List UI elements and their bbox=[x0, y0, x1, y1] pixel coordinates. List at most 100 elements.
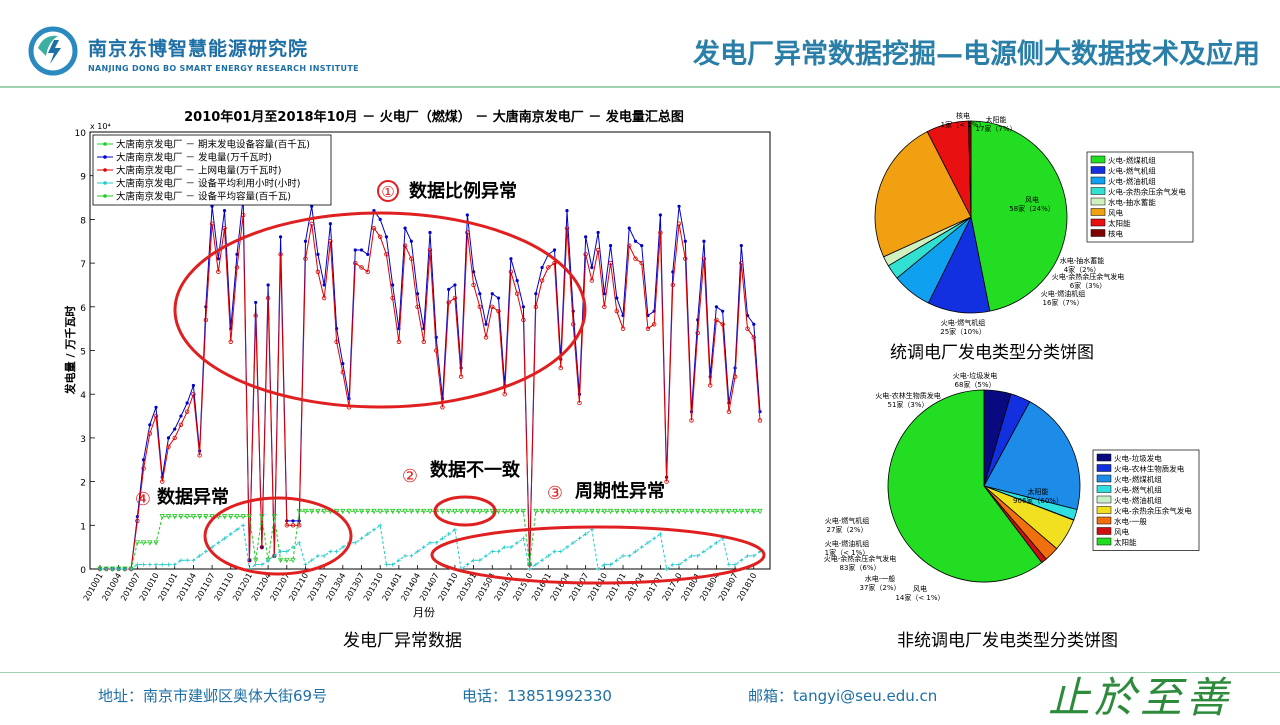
data-point bbox=[719, 508, 726, 515]
data-point bbox=[290, 557, 296, 564]
data-point bbox=[434, 348, 439, 353]
data-point bbox=[478, 292, 482, 296]
y-tick-label: 5 bbox=[80, 348, 86, 358]
y-multiplier: x 10⁴ bbox=[90, 122, 111, 131]
pie-label-name: 核电 bbox=[956, 111, 970, 120]
data-point bbox=[203, 317, 209, 323]
data-point bbox=[141, 458, 146, 462]
data-point bbox=[627, 553, 632, 558]
data-point bbox=[683, 256, 688, 261]
data-point bbox=[216, 257, 220, 261]
data-point bbox=[551, 508, 558, 515]
pie-slice bbox=[887, 389, 1043, 583]
pie-legend-swatch bbox=[1096, 537, 1112, 546]
data-point bbox=[396, 339, 402, 344]
pie-slice bbox=[970, 120, 1068, 312]
data-point bbox=[602, 304, 607, 309]
data-point bbox=[403, 553, 408, 558]
data-point bbox=[440, 536, 445, 541]
data-point bbox=[383, 508, 390, 515]
data-point bbox=[241, 523, 246, 528]
data-point bbox=[334, 549, 339, 554]
data-point bbox=[303, 256, 308, 261]
pie-legend-swatch bbox=[1090, 155, 1106, 164]
data-point bbox=[346, 508, 352, 515]
data-point bbox=[403, 226, 407, 230]
data-point bbox=[757, 418, 763, 423]
data-point bbox=[508, 508, 514, 515]
data-point bbox=[172, 514, 178, 520]
data-point bbox=[452, 527, 457, 532]
y-tick-label: 0 bbox=[80, 566, 86, 576]
data-point bbox=[134, 540, 141, 546]
data-point bbox=[458, 374, 464, 379]
pie-legend-entry: 太阳能 bbox=[1114, 537, 1137, 547]
data-point bbox=[415, 304, 420, 309]
data-point bbox=[477, 304, 483, 309]
data-point bbox=[272, 553, 277, 558]
header-divider bbox=[0, 86, 1280, 88]
pie-label-name: 火电-燃气机组 bbox=[941, 318, 986, 327]
data-point bbox=[427, 508, 433, 515]
data-point bbox=[645, 540, 650, 545]
data-point bbox=[471, 282, 476, 288]
data-point bbox=[259, 514, 265, 520]
data-point bbox=[676, 508, 682, 515]
data-point bbox=[184, 409, 190, 414]
data-point bbox=[708, 545, 713, 550]
data-point bbox=[502, 392, 507, 397]
data-point bbox=[658, 532, 663, 537]
annotation-4-number: ④ bbox=[135, 489, 151, 510]
data-point bbox=[396, 558, 401, 563]
pie-label-value: 58家（24%） bbox=[1009, 204, 1054, 213]
data-point bbox=[670, 282, 676, 288]
data-point bbox=[153, 413, 159, 419]
data-point bbox=[408, 508, 414, 515]
data-point bbox=[707, 383, 713, 388]
data-point bbox=[514, 508, 520, 515]
pie-legend-entry: 火电-燃气机组 bbox=[1108, 166, 1156, 176]
data-point bbox=[222, 225, 227, 231]
data-point bbox=[415, 292, 420, 296]
data-point bbox=[483, 335, 489, 340]
data-point bbox=[527, 567, 532, 571]
data-point bbox=[664, 479, 669, 484]
chart-legend: 大唐南京发电厂 － 期末发电设备容量(百千瓦)大唐南京发电厂 － 发电量(万千瓦… bbox=[92, 134, 332, 206]
data-point bbox=[751, 553, 756, 558]
y-tick-label: 1 bbox=[80, 522, 86, 532]
legend-marker bbox=[103, 155, 107, 159]
institute-name-en: NANJING DONG BO SMART ENERGY RESEARCH IN… bbox=[88, 64, 359, 73]
anomaly-ellipse-periodic bbox=[430, 525, 766, 585]
data-point bbox=[210, 545, 215, 550]
data-point bbox=[732, 374, 738, 379]
data-point bbox=[147, 562, 152, 567]
pie-label-name: 太阳能 bbox=[1028, 487, 1049, 496]
data-point bbox=[639, 260, 644, 266]
data-point bbox=[178, 422, 184, 427]
data-point bbox=[390, 562, 395, 567]
pie-legend-entry: 风电 bbox=[1108, 208, 1124, 218]
data-point bbox=[321, 508, 327, 515]
data-point bbox=[677, 562, 682, 567]
data-point bbox=[633, 239, 638, 243]
data-point bbox=[552, 248, 557, 252]
data-point bbox=[254, 300, 258, 305]
page-title: 发电厂异常数据挖掘—电源侧大数据技术及应用 bbox=[693, 39, 1260, 70]
data-point bbox=[384, 235, 389, 239]
data-point bbox=[745, 553, 750, 558]
data-point bbox=[216, 269, 221, 275]
data-point bbox=[377, 508, 383, 515]
annotation-2-number: ② bbox=[402, 466, 418, 487]
data-point bbox=[695, 508, 701, 515]
data-point bbox=[558, 549, 563, 554]
data-point bbox=[266, 283, 270, 287]
data-point bbox=[490, 549, 495, 554]
data-point bbox=[714, 305, 719, 309]
data-point bbox=[614, 308, 619, 314]
data-point bbox=[359, 248, 364, 252]
data-point bbox=[545, 508, 551, 515]
data-point bbox=[608, 244, 613, 248]
data-point bbox=[490, 304, 495, 309]
data-point bbox=[651, 322, 657, 327]
data-point bbox=[259, 562, 264, 567]
